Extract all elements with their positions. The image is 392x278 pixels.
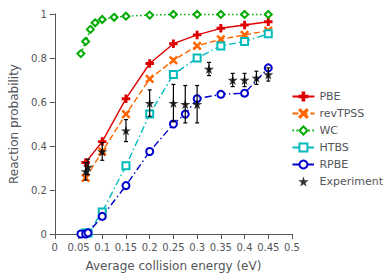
svg-text:WC: WC xyxy=(319,124,338,137)
svg-text:Experiment: Experiment xyxy=(319,175,383,188)
svg-text:0.4: 0.4 xyxy=(31,141,47,152)
svg-text:0.5: 0.5 xyxy=(284,242,300,253)
svg-text:0.1: 0.1 xyxy=(94,242,110,253)
svg-text:0.35: 0.35 xyxy=(210,242,232,253)
svg-text:0: 0 xyxy=(52,242,58,253)
svg-text:1: 1 xyxy=(40,9,46,20)
svg-text:Average collision energy (eV): Average collision energy (eV) xyxy=(85,259,261,273)
svg-text:Reaction probability: Reaction probability xyxy=(7,64,21,184)
svg-text:0.15: 0.15 xyxy=(115,242,137,253)
svg-text:0.4: 0.4 xyxy=(237,242,253,253)
svg-text:0.05: 0.05 xyxy=(67,242,89,253)
svg-text:revTPSS: revTPSS xyxy=(319,107,364,120)
svg-text:0.2: 0.2 xyxy=(142,242,158,253)
svg-text:0.3: 0.3 xyxy=(189,242,205,253)
svg-text:0: 0 xyxy=(40,229,46,240)
svg-text:0.6: 0.6 xyxy=(31,97,47,108)
svg-text:0.8: 0.8 xyxy=(31,53,47,64)
svg-text:HTBS: HTBS xyxy=(319,141,348,154)
svg-text:RPBE: RPBE xyxy=(319,158,348,171)
svg-text:0.2: 0.2 xyxy=(31,185,47,196)
svg-text:0.45: 0.45 xyxy=(257,242,279,253)
svg-text:PBE: PBE xyxy=(319,90,340,103)
svg-text:0.25: 0.25 xyxy=(162,242,184,253)
